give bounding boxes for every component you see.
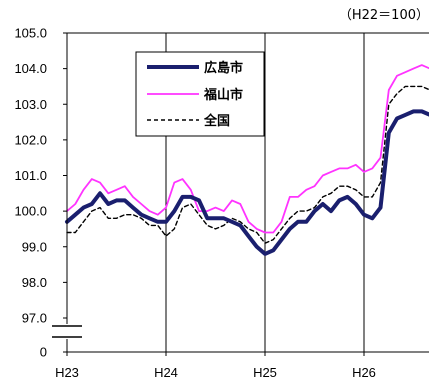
legend: 広島市 福山市 全国	[135, 51, 265, 137]
y-tick-label: 100.0	[14, 204, 47, 219]
series-line-hiroshima	[65, 109, 429, 256]
axes	[52, 32, 429, 353]
y-tick-label: 101.0	[14, 168, 47, 183]
y-tick-label: 98.0	[22, 275, 47, 290]
y-tick-label: 105.0	[14, 26, 47, 41]
x-tick-label: H24	[154, 365, 178, 380]
series-lines	[65, 64, 429, 256]
x-tick-label: H25	[253, 365, 277, 380]
series-line-fukuyama	[66, 64, 429, 234]
x-tick-labels: H23 H24 H25 H26	[55, 352, 376, 380]
y-tick-label: 0	[40, 345, 47, 360]
series-line-national	[66, 85, 429, 244]
unit-note: （H22＝100）	[339, 8, 429, 23]
y-tick-label: 97.0	[22, 311, 47, 326]
y-tick-label: 102.0	[14, 132, 47, 147]
legend-label-hiroshima: 広島市	[204, 60, 243, 76]
y-tick-labels: 105.0 104.0 103.0 102.0 101.0 100.0 99.0 98.0 97…	[14, 26, 67, 360]
legend-label-fukuyama: 福山市	[203, 87, 243, 103]
y-tick-label: 103.0	[14, 97, 47, 112]
legend-label-national: 全国	[203, 113, 230, 129]
x-tick-label: H26	[352, 365, 376, 380]
y-tick-label: 99.0	[22, 239, 47, 254]
x-tick-label: H23	[55, 365, 79, 380]
y-tick-label: 104.0	[14, 61, 47, 76]
